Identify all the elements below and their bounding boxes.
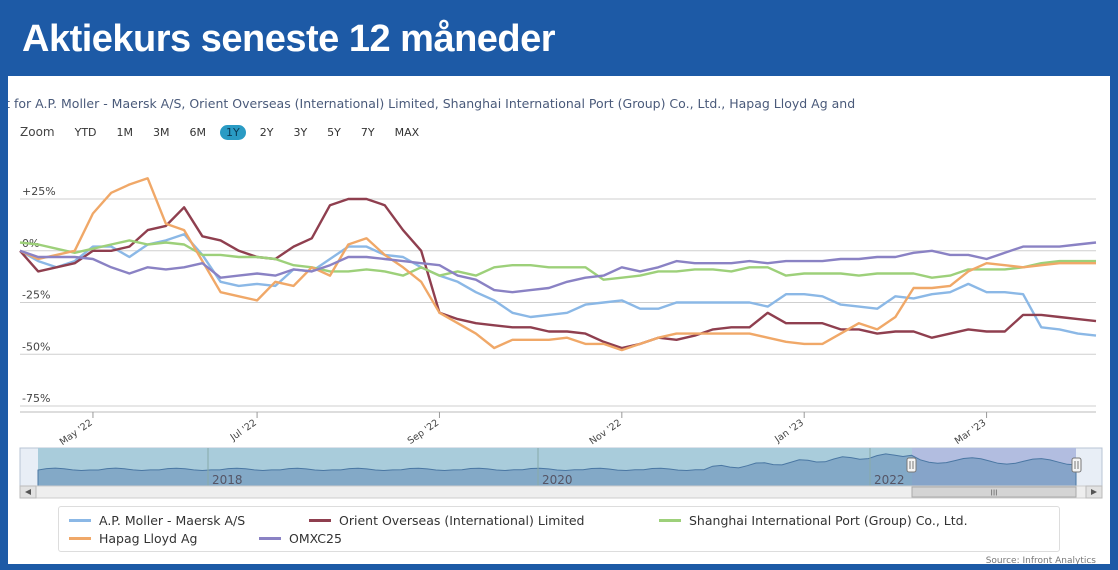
arrow-left-icon — [25, 489, 31, 495]
y-tick-label: +25% — [22, 185, 56, 198]
x-tick-label: May '22 — [58, 417, 95, 447]
zoom-button-6m[interactable]: 6M — [189, 125, 207, 139]
scrollbar-grip: III — [990, 489, 997, 498]
zoom-bar: Zoom YTD 1M 3M 6M 1Y 2Y 3Y 5Y 7Y MAX — [20, 123, 433, 141]
zoom-button-ytd[interactable]: YTD — [74, 125, 97, 139]
zoom-button-1y[interactable]: 1Y — [220, 124, 246, 140]
navigator-year-label: 2022 — [874, 473, 905, 487]
chart-heading: rt for A.P. Moller - Maersk A/S, Orient … — [8, 96, 856, 111]
legend-label: Orient Overseas (International) Limited — [339, 513, 585, 528]
series-line-2 — [19, 239, 1096, 281]
series-line-4 — [19, 241, 1097, 294]
legend-label: A.P. Moller - Maersk A/S — [99, 513, 246, 528]
legend-swatch — [69, 519, 91, 522]
legend-item[interactable]: Shanghai International Port (Group) Co.,… — [659, 513, 968, 528]
legend-label: Shanghai International Port (Group) Co.,… — [689, 513, 968, 528]
source-note: Source: Infront Analytics — [985, 556, 1096, 564]
x-tick-label: Sep '22 — [406, 417, 441, 446]
chart-legend: A.P. Moller - Maersk A/S Orient Overseas … — [58, 506, 1060, 552]
x-tick-label: Nov '22 — [588, 417, 624, 447]
legend-item[interactable]: Hapag Lloyd Ag — [69, 531, 197, 546]
navigator-right-handle[interactable] — [1071, 457, 1082, 473]
x-tick-label: Jul '22 — [228, 417, 259, 443]
legend-swatch — [309, 519, 331, 522]
y-tick-label: -50% — [22, 340, 50, 353]
y-tick-label: -75% — [22, 392, 50, 405]
zoom-button-max[interactable]: MAX — [394, 125, 420, 139]
zoom-button-7y[interactable]: 7Y — [360, 125, 375, 139]
legend-item[interactable]: Orient Overseas (International) Limited — [309, 513, 584, 528]
series-line-0 — [19, 232, 1097, 337]
navigator-left-handle[interactable] — [906, 457, 917, 473]
navigator-year-label: 2020 — [542, 473, 573, 487]
legend-swatch — [659, 519, 681, 522]
y-tick-label: -25% — [22, 289, 50, 302]
zoom-button-1m[interactable]: 1M — [116, 125, 134, 139]
navigator-year-label: 2018 — [212, 473, 243, 487]
arrow-right-icon — [1091, 489, 1097, 495]
slide-title: Aktiekurs seneste 12 måneder — [22, 18, 556, 60]
x-tick-label: Jan '23 — [772, 417, 806, 445]
chart-panel: rt for A.P. Moller - Maersk A/S, Orient … — [8, 76, 1110, 564]
legend-item[interactable]: A.P. Moller - Maersk A/S — [69, 513, 245, 528]
legend-item[interactable]: OMXC25 — [259, 531, 342, 546]
zoom-button-2y[interactable]: 2Y — [259, 125, 274, 139]
legend-label: OMXC25 — [289, 531, 342, 546]
series-line-3 — [19, 177, 1096, 352]
series-line-1 — [19, 197, 1097, 350]
zoom-label: Zoom — [20, 125, 55, 139]
legend-swatch — [69, 537, 91, 540]
line-chart: +25%0%-25%-50%-75% May '22 Jul '22 Sep '22… — [19, 177, 1103, 499]
navigator-area — [37, 453, 1077, 487]
scrollbar-thumb[interactable] — [911, 486, 1077, 498]
legend-label: Hapag Lloyd Ag — [99, 531, 198, 546]
legend-swatch — [259, 537, 281, 540]
zoom-button-3m[interactable]: 3M — [153, 125, 170, 139]
zoom-button-3y[interactable]: 3Y — [293, 125, 308, 139]
zoom-button-5y[interactable]: 5Y — [327, 125, 341, 139]
x-tick-label: Mar '23 — [953, 417, 989, 446]
